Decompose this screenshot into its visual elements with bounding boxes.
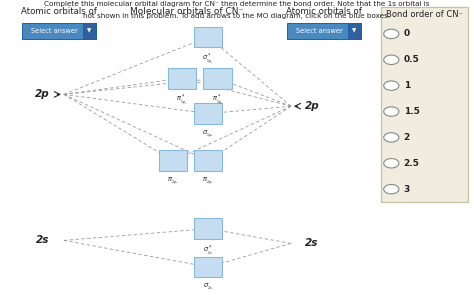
- Text: $\pi_{_{2p_x}}$: $\pi_{_{2p_x}}$: [167, 176, 178, 187]
- Circle shape: [384, 81, 399, 90]
- Text: Atomic orbitals of: Atomic orbitals of: [21, 7, 97, 17]
- Text: $\pi^*_{_{1p_x}}$: $\pi^*_{_{1p_x}}$: [176, 93, 188, 109]
- Circle shape: [384, 29, 399, 39]
- Text: $\sigma_{_{1p_z}}$: $\sigma_{_{1p_z}}$: [202, 128, 214, 140]
- Text: Atomic orbitals of: Atomic orbitals of: [286, 7, 362, 17]
- Bar: [194, 103, 222, 124]
- Bar: [194, 150, 222, 171]
- Bar: [347, 23, 361, 39]
- Text: 1.5: 1.5: [403, 107, 419, 116]
- Text: Select answer: Select answer: [31, 28, 78, 34]
- Text: $\sigma_{_{2s}}$: $\sigma_{_{2s}}$: [203, 282, 213, 292]
- Circle shape: [384, 158, 399, 168]
- Text: Complete this molecular orbital diagram for CN⁻ then determine the bond order. N: Complete this molecular orbital diagram …: [44, 1, 430, 7]
- Circle shape: [384, 133, 399, 142]
- Text: $\pi_{_{2p_y}}$: $\pi_{_{2p_y}}$: [202, 176, 214, 187]
- Text: $\sigma^*_{_{2s}}$: $\sigma^*_{_{2s}}$: [203, 243, 213, 258]
- Bar: [194, 257, 222, 277]
- Text: 0.5: 0.5: [403, 55, 419, 64]
- Bar: [381, 7, 468, 202]
- Text: 2s: 2s: [305, 238, 319, 248]
- Text: $\pi^*_{_{1p_y}}$: $\pi^*_{_{1p_y}}$: [212, 93, 223, 108]
- Circle shape: [384, 55, 399, 65]
- Bar: [194, 218, 222, 239]
- Bar: [168, 68, 196, 88]
- Text: 2p: 2p: [35, 89, 50, 99]
- Text: 2s: 2s: [36, 235, 50, 245]
- Text: ▼: ▼: [87, 29, 91, 33]
- Text: ▼: ▼: [352, 29, 356, 33]
- Text: not shown in this problem. To add arrows to the MO diagram, click on the blue bo: not shown in this problem. To add arrows…: [83, 13, 391, 19]
- Bar: [203, 68, 232, 88]
- Text: 2.5: 2.5: [403, 159, 419, 168]
- Bar: [287, 23, 361, 39]
- Text: Select answer: Select answer: [296, 28, 343, 34]
- Text: 2p: 2p: [305, 101, 320, 111]
- Text: 3: 3: [403, 185, 410, 194]
- Text: 2: 2: [403, 133, 410, 142]
- Text: Bond order of CN⁻: Bond order of CN⁻: [386, 10, 463, 19]
- Text: 0: 0: [403, 30, 410, 38]
- Text: Molecular orbitals of CN⁻: Molecular orbitals of CN⁻: [130, 7, 244, 17]
- Text: $\sigma^*_{_{1p_z}}$: $\sigma^*_{_{1p_z}}$: [202, 52, 214, 67]
- Circle shape: [384, 107, 399, 116]
- Bar: [82, 23, 96, 39]
- Bar: [22, 23, 96, 39]
- Text: 1: 1: [403, 81, 410, 90]
- Bar: [158, 150, 187, 171]
- Bar: [194, 27, 222, 47]
- Circle shape: [384, 184, 399, 194]
